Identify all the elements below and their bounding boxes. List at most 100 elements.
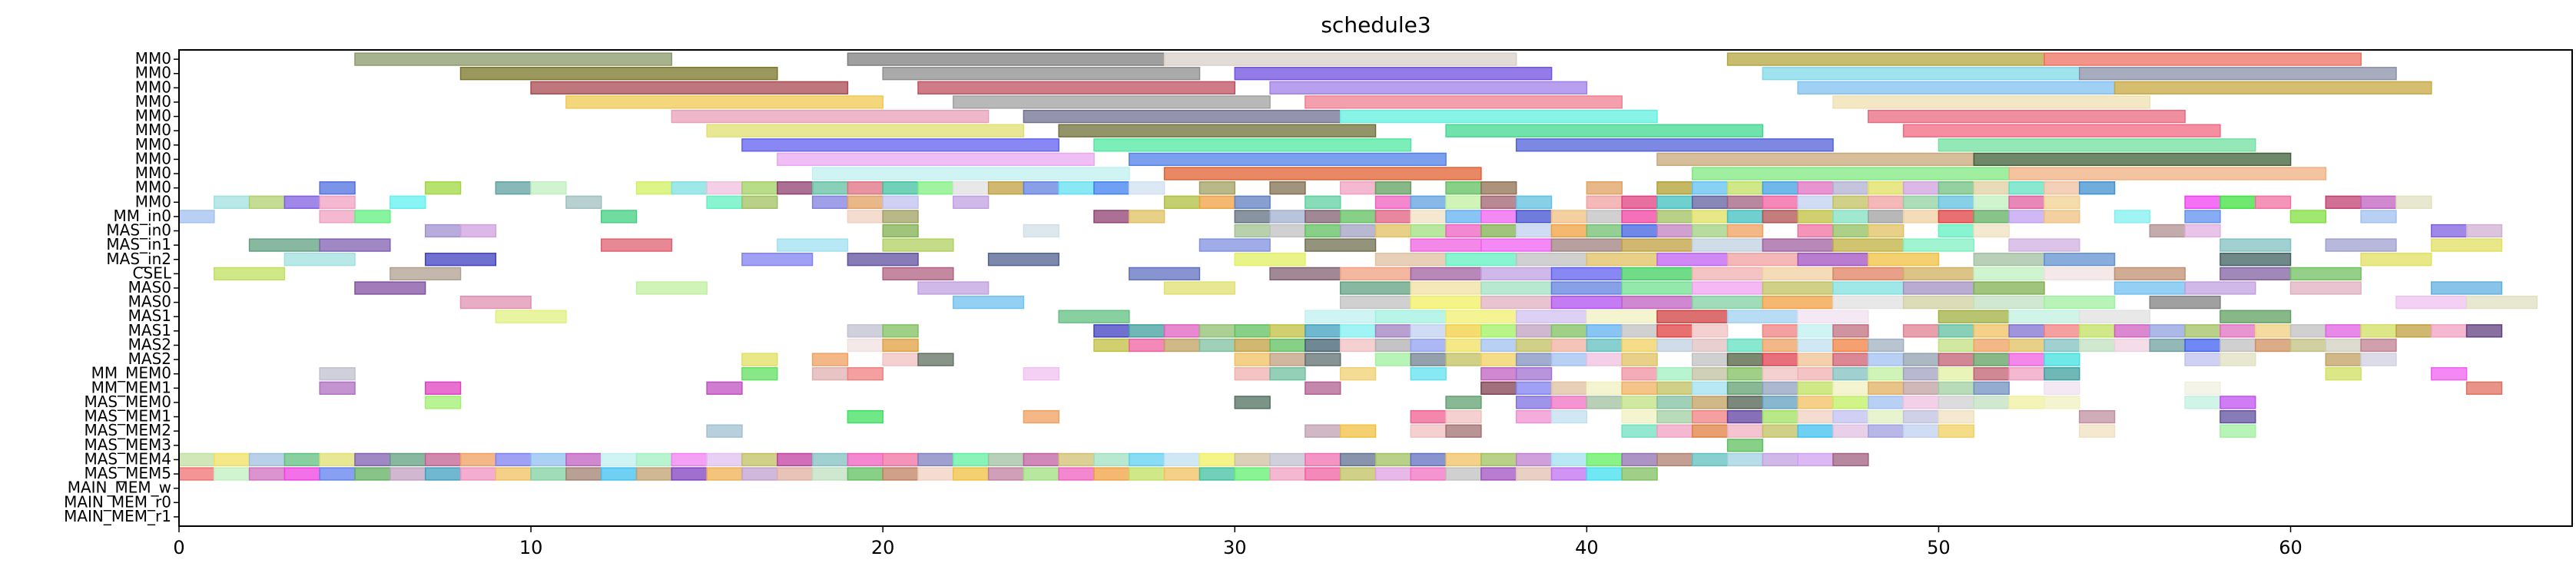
- task-bar: [283, 467, 320, 481]
- task-bar: [495, 452, 532, 467]
- task-bar: [1058, 310, 1130, 323]
- task-bar: [1374, 224, 1412, 238]
- task-bar: [1515, 324, 1553, 338]
- task-bar: [1445, 253, 1517, 267]
- task-bar: [2078, 67, 2397, 81]
- task-bar: [987, 452, 1025, 467]
- task-bar: [283, 195, 320, 209]
- task-bar: [1621, 424, 1658, 438]
- task-bar: [354, 281, 426, 295]
- task-bar: [1269, 338, 1306, 353]
- x-axis-ticks: 0 10 20 30 40 50 60: [173, 526, 2302, 558]
- task-bar: [1762, 281, 1834, 295]
- task-bar: [1515, 138, 1834, 152]
- task-bar: [354, 452, 391, 467]
- task-bar: [811, 452, 849, 467]
- task-bar: [1480, 367, 1517, 381]
- task-bar: [2008, 396, 2045, 409]
- task-bar: [1305, 324, 1341, 338]
- task-bar: [1656, 253, 1729, 267]
- task-bar: [1692, 210, 1729, 224]
- task-bar: [1797, 409, 1834, 424]
- task-bar: [1902, 353, 1940, 366]
- task-bar: [1269, 467, 1306, 481]
- y-tick-label: MAS_in1: [106, 235, 171, 253]
- task-bar: [214, 195, 250, 209]
- task-bar: [1973, 338, 2010, 353]
- task-bar: [2184, 195, 2221, 209]
- task-bar: [882, 324, 919, 338]
- task-bar: [1692, 195, 1729, 209]
- task-bar: [1797, 181, 1834, 195]
- task-bar: [1692, 381, 1729, 395]
- task-bar: [1374, 195, 1412, 209]
- task-bar: [1410, 224, 1447, 238]
- task-bar: [706, 424, 743, 438]
- task-bar: [1832, 95, 2151, 109]
- task-bar: [1234, 338, 1271, 353]
- task-bar: [2044, 295, 2116, 310]
- task-bar: [882, 210, 919, 224]
- task-bar: [2289, 267, 2362, 281]
- task-bar: [1902, 238, 1974, 252]
- task-bar: [1269, 224, 1306, 238]
- task-bar: [1198, 181, 1236, 195]
- task-bar: [1480, 267, 1553, 281]
- task-bar: [1868, 195, 1905, 209]
- task-bar: [1938, 409, 1974, 424]
- task-bar: [1198, 467, 1236, 481]
- task-bar: [1410, 367, 1447, 381]
- task-bar: [2465, 381, 2503, 395]
- task-bar: [1374, 253, 1447, 267]
- task-bar: [1938, 224, 1974, 238]
- task-bar: [1445, 324, 1482, 338]
- task-bar: [1374, 324, 1412, 338]
- y-tick-label: CSEL: [133, 263, 172, 282]
- task-bar: [1129, 210, 1165, 224]
- y-tick-label: MAS_MEM2: [84, 421, 171, 439]
- task-bar: [1339, 324, 1377, 338]
- task-bar: [1726, 424, 1764, 438]
- task-bar: [1480, 353, 1517, 366]
- task-bar: [600, 467, 638, 481]
- task-bar: [1656, 324, 1693, 338]
- task-bar: [1726, 338, 1764, 353]
- task-bar: [319, 195, 356, 209]
- task-bar: [1692, 295, 1764, 310]
- task-bar: [882, 467, 919, 481]
- task-bar: [1902, 367, 1940, 381]
- task-bar: [1234, 452, 1271, 467]
- task-bar: [1550, 452, 1588, 467]
- task-bar: [1832, 396, 1869, 409]
- task-bar: [2008, 367, 2045, 381]
- task-bar: [1726, 396, 1764, 409]
- task-bar: [671, 181, 708, 195]
- task-bar: [1797, 367, 1834, 381]
- task-bar: [1973, 152, 2292, 167]
- task-bar: [2184, 224, 2221, 238]
- task-bar: [1305, 353, 1341, 366]
- y-tick-label: MAS0: [128, 278, 171, 296]
- task-bar: [2184, 281, 2256, 295]
- task-bar: [1868, 338, 1905, 353]
- task-bar: [390, 467, 426, 481]
- y-tick-label: MAIN_MEM_w: [68, 479, 171, 497]
- task-bar: [1129, 152, 1447, 167]
- task-bar: [1656, 195, 1693, 209]
- task-bar: [1797, 381, 1834, 395]
- task-bar: [2114, 210, 2151, 224]
- task-bar: [1198, 452, 1236, 467]
- task-bar: [1621, 238, 1693, 252]
- task-bar: [1726, 181, 1764, 195]
- task-bar: [2044, 267, 2116, 281]
- task-bar: [1973, 267, 2045, 281]
- task-bar: [1550, 295, 1623, 310]
- task-bar: [178, 210, 215, 224]
- task-bar: [1410, 238, 1482, 252]
- task-bar: [741, 138, 1059, 152]
- task-bar: [1023, 181, 1059, 195]
- task-bar: [2431, 238, 2503, 252]
- task-bar: [1058, 181, 1095, 195]
- task-bar: [1902, 381, 1940, 395]
- task-bar: [2465, 295, 2538, 310]
